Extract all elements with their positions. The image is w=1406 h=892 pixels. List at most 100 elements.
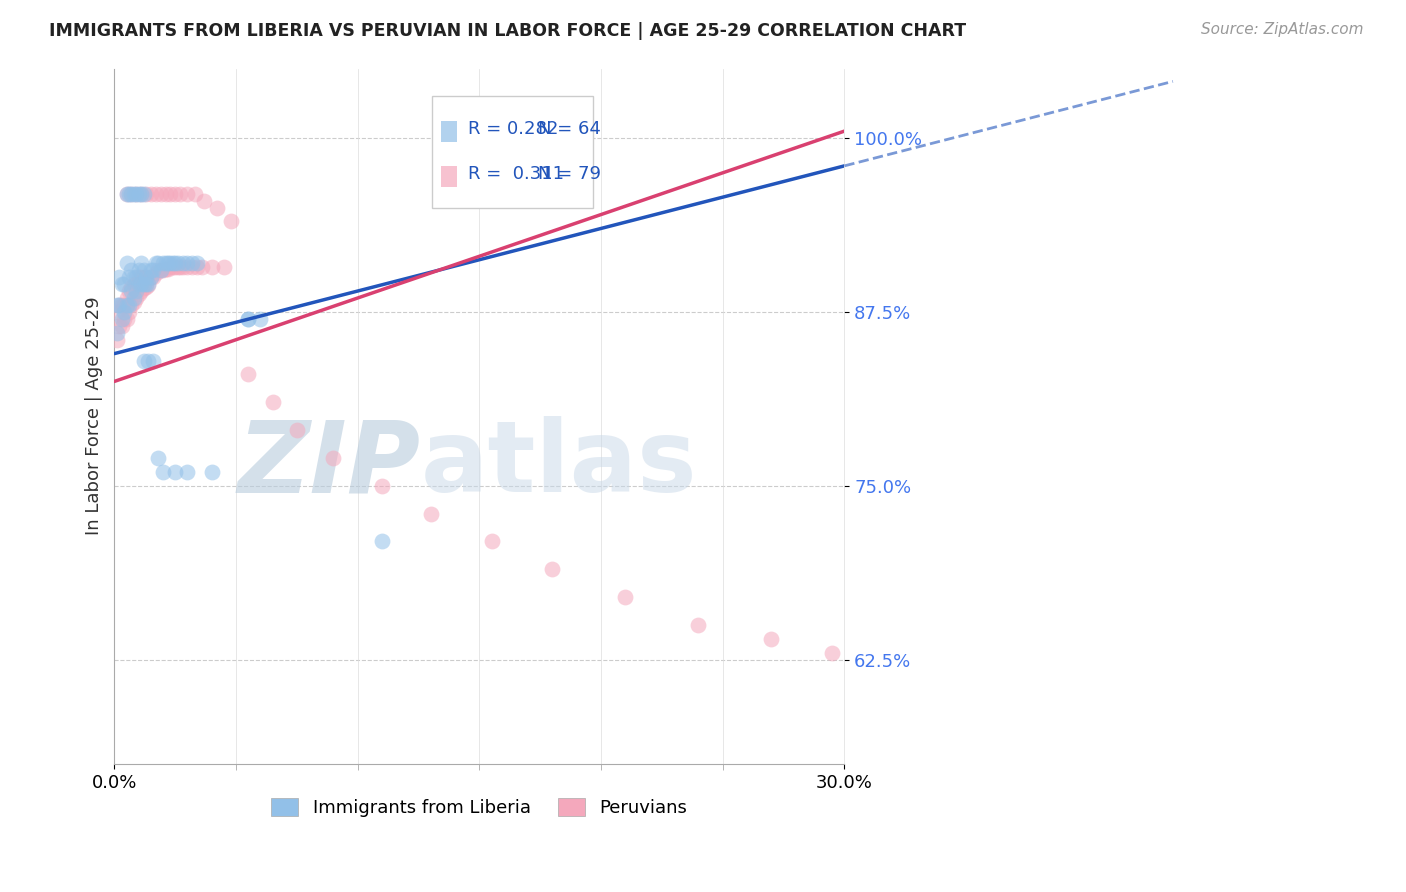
Point <box>112 298 135 312</box>
Point <box>165 256 187 270</box>
Point <box>108 298 131 312</box>
Point <box>148 256 170 270</box>
Point <box>135 270 157 285</box>
Point <box>118 186 141 201</box>
Point <box>125 186 148 201</box>
Point <box>159 260 181 275</box>
Text: N = 64: N = 64 <box>538 120 600 138</box>
Point <box>132 263 155 277</box>
Point <box>105 333 128 347</box>
Point <box>132 186 155 201</box>
Point <box>115 298 138 312</box>
Point <box>821 646 844 660</box>
Point <box>139 186 162 201</box>
Point <box>172 256 194 270</box>
Point <box>183 186 205 201</box>
Point <box>139 263 162 277</box>
Point <box>118 305 141 319</box>
Point <box>238 311 260 326</box>
Point <box>122 277 145 291</box>
Point <box>118 298 141 312</box>
Point <box>111 277 134 291</box>
Point <box>142 353 165 368</box>
Text: R = 0.282: R = 0.282 <box>468 120 558 138</box>
Point <box>169 186 191 201</box>
Point <box>112 305 135 319</box>
Text: R =  0.311: R = 0.311 <box>468 165 564 183</box>
Point <box>142 270 165 285</box>
Point <box>238 311 260 326</box>
Text: ZIP: ZIP <box>238 417 420 513</box>
Point <box>125 284 148 298</box>
Point <box>249 311 271 326</box>
Point <box>614 590 637 604</box>
Point <box>115 311 138 326</box>
Point <box>108 298 131 312</box>
Point <box>135 270 157 285</box>
Point <box>162 256 184 270</box>
Point <box>149 186 172 201</box>
Point <box>148 450 170 465</box>
FancyBboxPatch shape <box>440 120 457 142</box>
Point <box>112 311 135 326</box>
Point <box>371 479 394 493</box>
Point <box>129 284 152 298</box>
Point <box>120 186 142 201</box>
Point <box>688 617 710 632</box>
Point <box>120 186 142 201</box>
Point <box>120 263 142 277</box>
Point <box>120 280 142 294</box>
Point <box>181 256 204 270</box>
Point <box>115 186 138 201</box>
Point <box>111 318 134 333</box>
Point <box>128 270 150 285</box>
Point <box>129 186 152 201</box>
Point <box>149 263 172 277</box>
Text: N = 79: N = 79 <box>538 165 600 183</box>
Point <box>371 534 394 549</box>
Point <box>138 353 160 368</box>
Point <box>155 256 177 270</box>
Point <box>129 256 152 270</box>
Point <box>125 186 148 201</box>
Point <box>145 186 167 201</box>
Point <box>148 263 170 277</box>
Point <box>176 465 198 479</box>
Point <box>219 214 242 228</box>
Point <box>155 186 177 201</box>
Point <box>108 270 131 285</box>
Point <box>122 270 145 285</box>
Point <box>118 284 141 298</box>
Point <box>165 186 187 201</box>
Point <box>172 260 194 275</box>
Point <box>159 256 181 270</box>
Point <box>145 256 167 270</box>
Point <box>162 260 184 275</box>
Point <box>139 270 162 285</box>
Point <box>135 280 157 294</box>
Text: atlas: atlas <box>420 417 697 513</box>
Point <box>129 186 152 201</box>
Point <box>149 263 172 277</box>
Point <box>205 201 228 215</box>
Point <box>111 311 134 326</box>
Point <box>135 277 157 291</box>
Point <box>128 186 150 201</box>
Point <box>122 295 145 310</box>
Point <box>128 277 150 291</box>
Point <box>115 256 138 270</box>
Point <box>165 260 187 275</box>
Point <box>201 260 224 275</box>
Point <box>169 260 191 275</box>
Point <box>128 263 150 277</box>
Point <box>135 186 157 201</box>
Point <box>152 256 174 270</box>
Point <box>166 260 188 275</box>
Point <box>176 260 198 275</box>
Point <box>132 281 155 295</box>
Point <box>108 318 131 333</box>
Point <box>120 284 142 298</box>
Point <box>186 256 208 270</box>
Point <box>139 270 162 285</box>
Point <box>176 186 198 201</box>
